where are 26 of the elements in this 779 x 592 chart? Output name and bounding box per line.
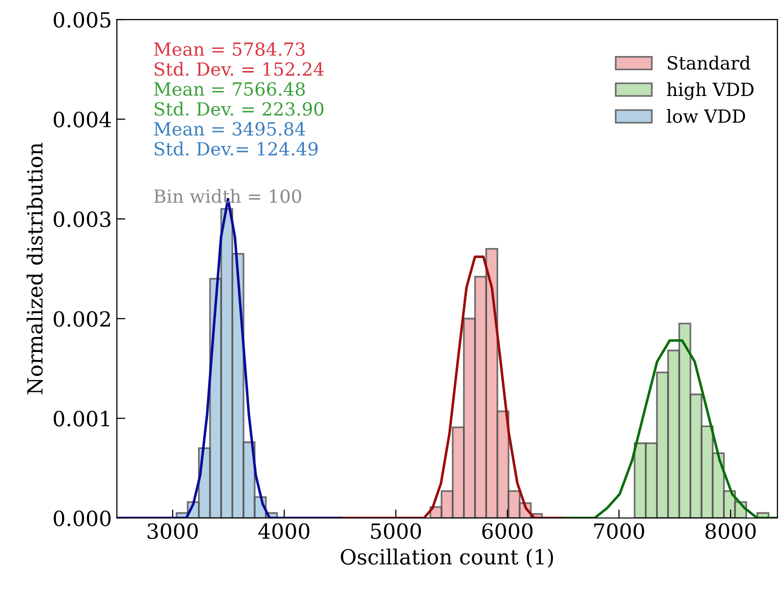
y-tick-label: 0.002 xyxy=(54,311,110,327)
annotation: Bin width = 100 xyxy=(154,189,302,203)
y-tick-label: 0.000 xyxy=(54,510,111,526)
legend-label: Standard xyxy=(668,56,750,70)
x-tick-label: 7000 xyxy=(594,523,644,539)
legend-label: high VDD xyxy=(666,82,754,100)
annotation: Mean = 5784.73 xyxy=(154,42,305,56)
line-series xyxy=(562,339,778,518)
line-series xyxy=(338,256,564,518)
y-tick-label: 0.004 xyxy=(54,112,111,128)
annotation: Mean = 3495.84 xyxy=(154,122,306,136)
annotation: Mean = 7566.48 xyxy=(154,82,305,96)
y-tick-label: 0.001 xyxy=(54,410,110,427)
x-tick-label: 8000 xyxy=(705,523,756,539)
y-tick-label: 0.005 xyxy=(54,12,110,28)
x-axis-title: Oscillation count (1) xyxy=(340,548,554,568)
x-tick-label: 6000 xyxy=(482,523,533,539)
y-tick-label: 0.003 xyxy=(54,211,110,228)
annotation: Std. Dev. = 152.24 xyxy=(154,62,324,76)
y-axis-title: Normalized distribution xyxy=(26,142,43,394)
annotation: Std. Dev.= 124.49 xyxy=(154,142,318,156)
x-tick-label: 3000 xyxy=(148,523,198,539)
legend-label: low VDD xyxy=(666,108,746,123)
x-tick-label: 5000 xyxy=(371,523,421,539)
annotation: Std. Dev. = 223.90 xyxy=(154,102,324,116)
x-tick-label: 4000 xyxy=(258,523,310,539)
